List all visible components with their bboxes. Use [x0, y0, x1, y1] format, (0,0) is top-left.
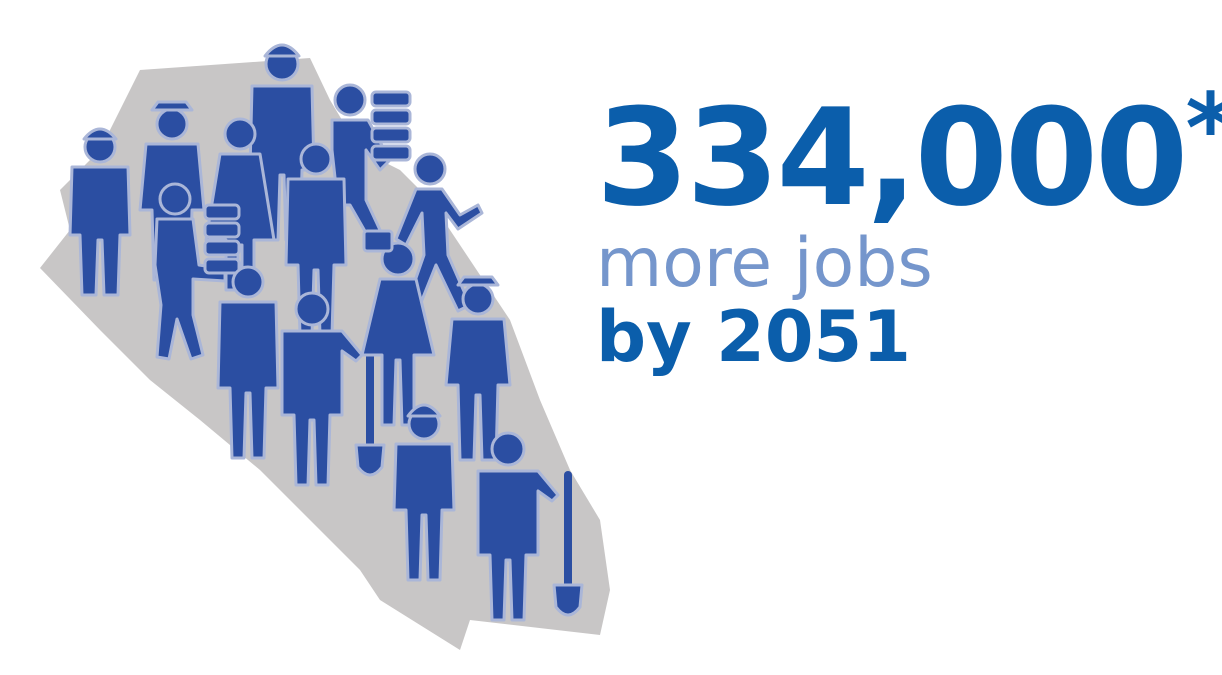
footnote-asterisk: * — [1185, 73, 1222, 185]
worker-stacking-icon — [153, 182, 241, 361]
worker-shovel-icon — [280, 291, 386, 487]
worker-shovel-icon — [476, 431, 584, 622]
worker-hardhat-icon — [68, 127, 132, 297]
worker-icon — [216, 265, 280, 460]
headline-year: by 2051 — [596, 296, 911, 378]
worker-seated-icon — [330, 83, 412, 242]
worker-vet-icon — [444, 275, 512, 462]
headline: 334,000* more jobs by 2051 — [596, 62, 1222, 375]
workforce-illustration — [40, 43, 610, 650]
worker-figures — [68, 43, 584, 622]
worker-woman-icon — [204, 117, 276, 292]
headline-subtitle: more jobs — [596, 224, 933, 303]
jobs-count: 334,000* — [596, 62, 1222, 225]
worker-hardhat-icon — [392, 403, 456, 582]
worker-briefcase-woman-icon — [360, 229, 436, 427]
